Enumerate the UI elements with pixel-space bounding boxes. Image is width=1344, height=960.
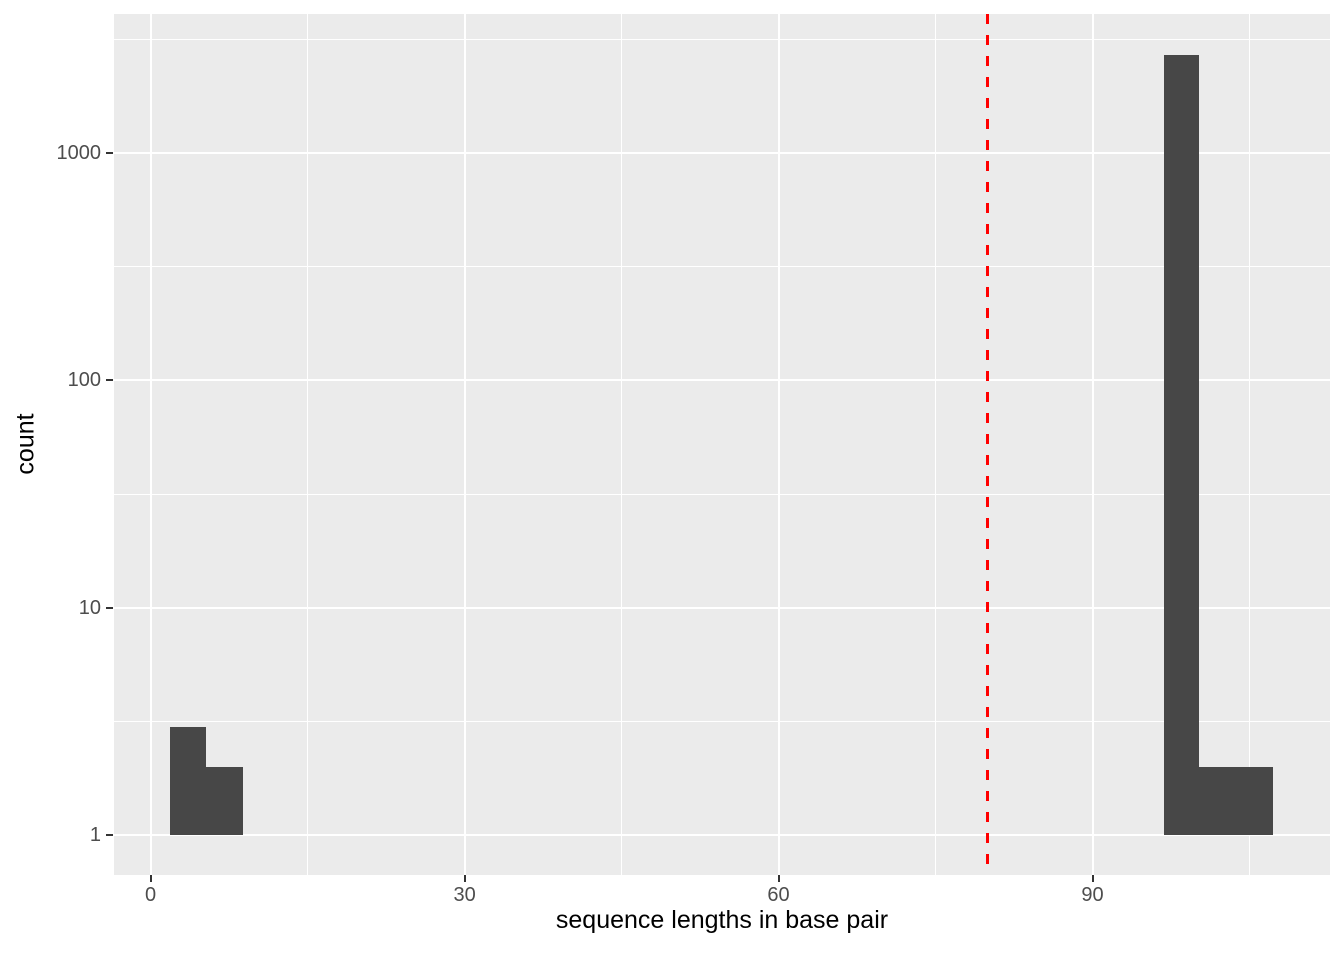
x-major-gridline [777, 14, 780, 875]
y-axis-tick-label: 100 [67, 369, 101, 392]
histogram-bar [1199, 766, 1274, 836]
threshold-vline [986, 14, 990, 875]
x-minor-gridline [307, 14, 309, 875]
y-minor-gridline [114, 38, 1330, 40]
y-axis-tick-label: 10 [78, 596, 101, 619]
y-axis-tick-label: 1 [89, 824, 101, 847]
x-minor-gridline [1248, 14, 1250, 875]
histogram-bar [169, 726, 207, 836]
histogram-bar [206, 766, 243, 836]
x-axis-tick [777, 875, 780, 882]
x-axis-tick-label: 60 [767, 884, 790, 906]
x-minor-gridline [621, 14, 622, 875]
x-axis-tick-label: 30 [453, 884, 476, 906]
y-axis-title: count [11, 413, 40, 475]
y-axis-tick [106, 606, 113, 609]
y-minor-gridline [114, 721, 1330, 723]
y-minor-gridline [114, 493, 1330, 495]
x-major-gridline [149, 14, 152, 875]
y-major-gridline [114, 379, 1330, 382]
y-axis-tick-label: 1000 [56, 141, 102, 164]
x-major-gridline [1091, 14, 1094, 875]
plot-panel [114, 14, 1330, 875]
x-major-gridline [463, 14, 466, 875]
x-axis-tick-label: 0 [145, 884, 157, 906]
x-axis-tick [463, 875, 466, 882]
y-axis-tick [106, 151, 113, 154]
y-axis-tick [106, 379, 113, 382]
x-axis-tick [149, 875, 152, 882]
y-major-gridline [114, 151, 1330, 154]
x-axis-tick-label: 90 [1081, 884, 1104, 906]
x-axis-tick [1091, 875, 1094, 882]
y-axis-tick [106, 834, 113, 837]
histogram-bar [1163, 54, 1200, 836]
y-major-gridline [114, 606, 1330, 609]
y-major-gridline [114, 834, 1330, 837]
x-minor-gridline [935, 14, 936, 875]
x-axis-title: sequence lengths in base pair [555, 906, 889, 934]
y-minor-gridline [114, 266, 1330, 268]
